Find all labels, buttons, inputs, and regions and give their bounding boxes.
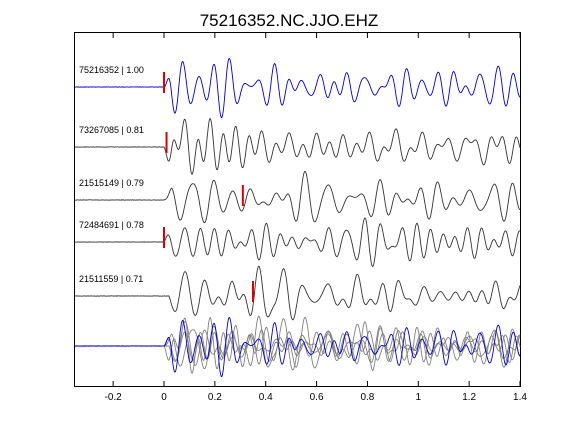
x-tick-label: 0.2 [208, 392, 222, 403]
axes-box [74, 32, 521, 387]
x-tick-label: -0.2 [105, 392, 123, 403]
x-tick-label: 0 [161, 392, 167, 403]
trace-75216352 [74, 58, 521, 119]
trace-label-21515149: 21515149 | 0.79 [79, 178, 144, 188]
trace-label-72484691: 72484691 | 0.78 [79, 220, 144, 230]
x-tick-label: 0.8 [360, 392, 374, 403]
trace-label-21511559: 21511559 | 0.71 [79, 274, 143, 284]
trace-label-75216352: 75216352 | 1.00 [79, 65, 144, 75]
x-tick-label: 0.6 [310, 392, 324, 403]
plot-title: 75216352.NC.JJO.EHZ [200, 11, 379, 30]
stack-trace-reference [74, 317, 521, 378]
x-tick-label: 1 [416, 392, 422, 403]
traces-layer [74, 58, 521, 378]
trace-21511559 [74, 265, 521, 321]
x-tick-label: 1.2 [462, 392, 476, 403]
trace-label-73267085: 73267085 | 0.81 [79, 125, 144, 135]
x-tick-label: 1.4 [513, 392, 527, 403]
picks-layer [163, 72, 254, 302]
trace-73267085 [74, 118, 521, 175]
trace-21515149 [74, 170, 521, 224]
x-axis-ticks: -0.2 0 0.2 0.4 0.6 0.8 1 1.2 1.4 [105, 33, 527, 403]
trace-72484691 [74, 217, 521, 267]
trace-labels: 75216352 | 1.00 73267085 | 0.81 21515149 |… [79, 65, 144, 284]
x-tick-label: 0.4 [259, 392, 273, 403]
